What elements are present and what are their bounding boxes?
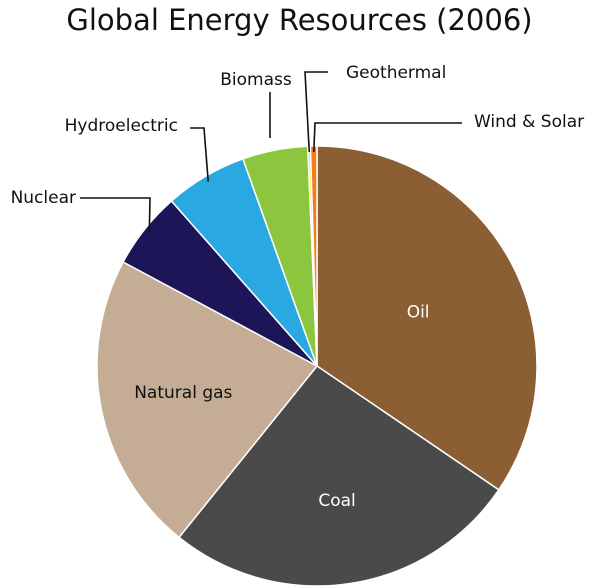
pie-slice-oil (316, 145, 538, 491)
pie-slice-natural-gas (96, 260, 319, 539)
slice-labels: Oil Coal Natural gas Nuclear Hydroelectric Bi… (11, 63, 585, 511)
slice-label-natural-gas: Natural gas (134, 383, 232, 403)
leader-line-wind-and-solar (312, 122, 462, 153)
pie-slices (96, 145, 538, 586)
slice-label-oil: Oil (407, 303, 430, 323)
slice-label-hydroelectric: Hydroelectric (65, 116, 178, 136)
leader-lines (80, 71, 462, 234)
leader-line-geothermal (304, 71, 328, 153)
slice-label-coal: Coal (318, 491, 355, 511)
slice-label-nuclear: Nuclear (11, 188, 76, 208)
pie-slice-coal (178, 364, 500, 586)
leader-line-nuclear (80, 197, 151, 234)
slice-label-geothermal: Geothermal (346, 63, 446, 83)
slice-label-biomass: Biomass (220, 70, 292, 90)
leader-line-hydroelectric (190, 127, 210, 182)
chart-title: Global Energy Resources (2006) (66, 3, 533, 37)
slice-label-wind-and-solar: Wind & Solar (474, 112, 584, 132)
